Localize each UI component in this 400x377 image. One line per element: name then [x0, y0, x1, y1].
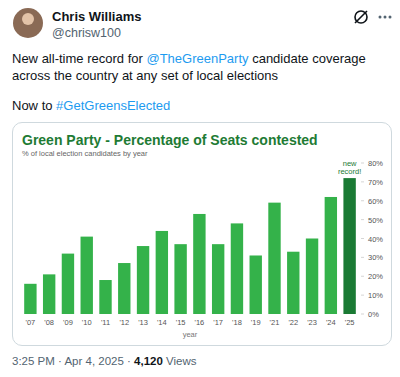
x-tick-label: '15 — [176, 318, 186, 327]
x-tick-label: '12 — [119, 318, 129, 327]
bar — [137, 246, 149, 314]
word: candidate — [252, 51, 308, 66]
more-dot[interactable] — [379, 16, 382, 19]
author-name: Chris Williams — [52, 9, 141, 24]
bar — [343, 178, 355, 314]
y-tick-label: 0% — [368, 310, 379, 319]
x-tick-label: '22 — [288, 318, 298, 327]
word: the — [54, 68, 72, 83]
bar — [81, 237, 93, 314]
chart: Green Party - Percentage of Seats contes… — [13, 123, 391, 345]
link[interactable]: #GetGreensElected — [56, 98, 170, 113]
x-tick-label: '21 — [270, 318, 280, 327]
y-tick-label: 60% — [368, 197, 383, 206]
word: all-time — [42, 51, 84, 66]
x-tick-label: '09 — [63, 318, 73, 327]
grok-icon[interactable] — [355, 11, 367, 23]
x-tick-label: '07 — [25, 318, 35, 327]
avatar[interactable] — [13, 8, 43, 38]
subtitle: % of local election candidates by year — [22, 149, 148, 158]
x-tick-label: '13 — [138, 318, 148, 327]
x-tick-label: '23 — [307, 318, 317, 327]
bar — [24, 284, 36, 314]
time: 3:25 PM · Apr 4, 2025 · — [12, 355, 131, 367]
y-tick — [361, 314, 364, 315]
title: Green Party - Percentage of Seats contes… — [22, 132, 318, 148]
y-tick — [361, 257, 364, 258]
bar — [250, 255, 262, 314]
tweet-text: New all-time record for @TheGreenParty c… — [12, 50, 384, 84]
bar — [231, 223, 243, 314]
chart-card: Green Party - Percentage of Seats contes… — [12, 122, 392, 346]
word: at — [122, 68, 133, 83]
bar — [156, 231, 168, 314]
y-tick-label: 70% — [368, 178, 383, 187]
x-tick-label: '17 — [213, 318, 223, 327]
y-tick — [361, 163, 364, 164]
link[interactable]: @TheGreenParty — [146, 51, 248, 66]
y-tick — [361, 238, 364, 239]
x-tick-label: '10 — [82, 318, 92, 327]
x-tick-label: '19 — [251, 318, 261, 327]
word: for — [128, 51, 143, 66]
header-icons — [0, 0, 400, 48]
bar — [268, 203, 280, 314]
more-dot[interactable] — [384, 16, 387, 19]
y-tick-label: 20% — [368, 272, 383, 281]
y-tick-label: 40% — [368, 235, 383, 244]
x-tick-label: '08 — [44, 318, 54, 327]
word: any — [136, 68, 157, 83]
x-tick-label: '25 — [345, 318, 355, 327]
timestamp: 3:25 PM · Apr 4, 2025 · 4,120 Views — [12, 355, 197, 367]
x-tick-label: '18 — [232, 318, 242, 327]
bar — [325, 197, 337, 314]
word: local — [196, 68, 223, 83]
bar — [99, 280, 111, 314]
x-tick-label: '16 — [194, 318, 204, 327]
annotation: newrecord! — [338, 159, 361, 177]
bars — [24, 178, 356, 314]
grok-icon-slash — [355, 11, 367, 23]
y-tick — [361, 219, 364, 220]
word: across — [12, 68, 50, 83]
word: New — [12, 51, 38, 66]
word: set — [161, 68, 178, 83]
bar — [306, 239, 318, 315]
bar — [174, 244, 186, 314]
y-tick — [361, 276, 364, 277]
word: to — [42, 98, 53, 113]
avatar-face — [22, 13, 34, 25]
word: coverage — [312, 51, 365, 66]
x-axis-label: year — [183, 330, 198, 339]
bar — [62, 254, 74, 314]
y-tick — [361, 181, 364, 182]
word: of — [182, 68, 193, 83]
bar — [193, 214, 205, 314]
y-tick-label: 50% — [368, 216, 383, 225]
y-tick-label: 80% — [368, 159, 383, 168]
tweet-text: Now to #GetGreensElected — [12, 97, 384, 114]
y-tick — [361, 200, 364, 201]
y-tick — [361, 295, 364, 296]
word: country — [76, 68, 119, 83]
word: Now — [12, 98, 38, 113]
more-dot[interactable] — [389, 16, 392, 19]
word: record — [87, 51, 124, 66]
x-tick-label: '24 — [326, 318, 336, 327]
bar — [118, 263, 130, 314]
y-tick-label: 30% — [368, 253, 383, 262]
x-tick-label: '14 — [157, 318, 167, 327]
word: elections — [227, 68, 278, 83]
views-label: Views — [166, 355, 196, 367]
bar — [43, 274, 55, 314]
x-tick-label: '11 — [101, 318, 110, 327]
bar — [287, 252, 299, 314]
annotation-line: record! — [338, 167, 361, 176]
y-tick-label: 10% — [368, 291, 383, 300]
bar — [212, 244, 224, 314]
author-handle: @chrisw100 — [52, 26, 121, 40]
views-count: 4,120 — [134, 355, 163, 367]
